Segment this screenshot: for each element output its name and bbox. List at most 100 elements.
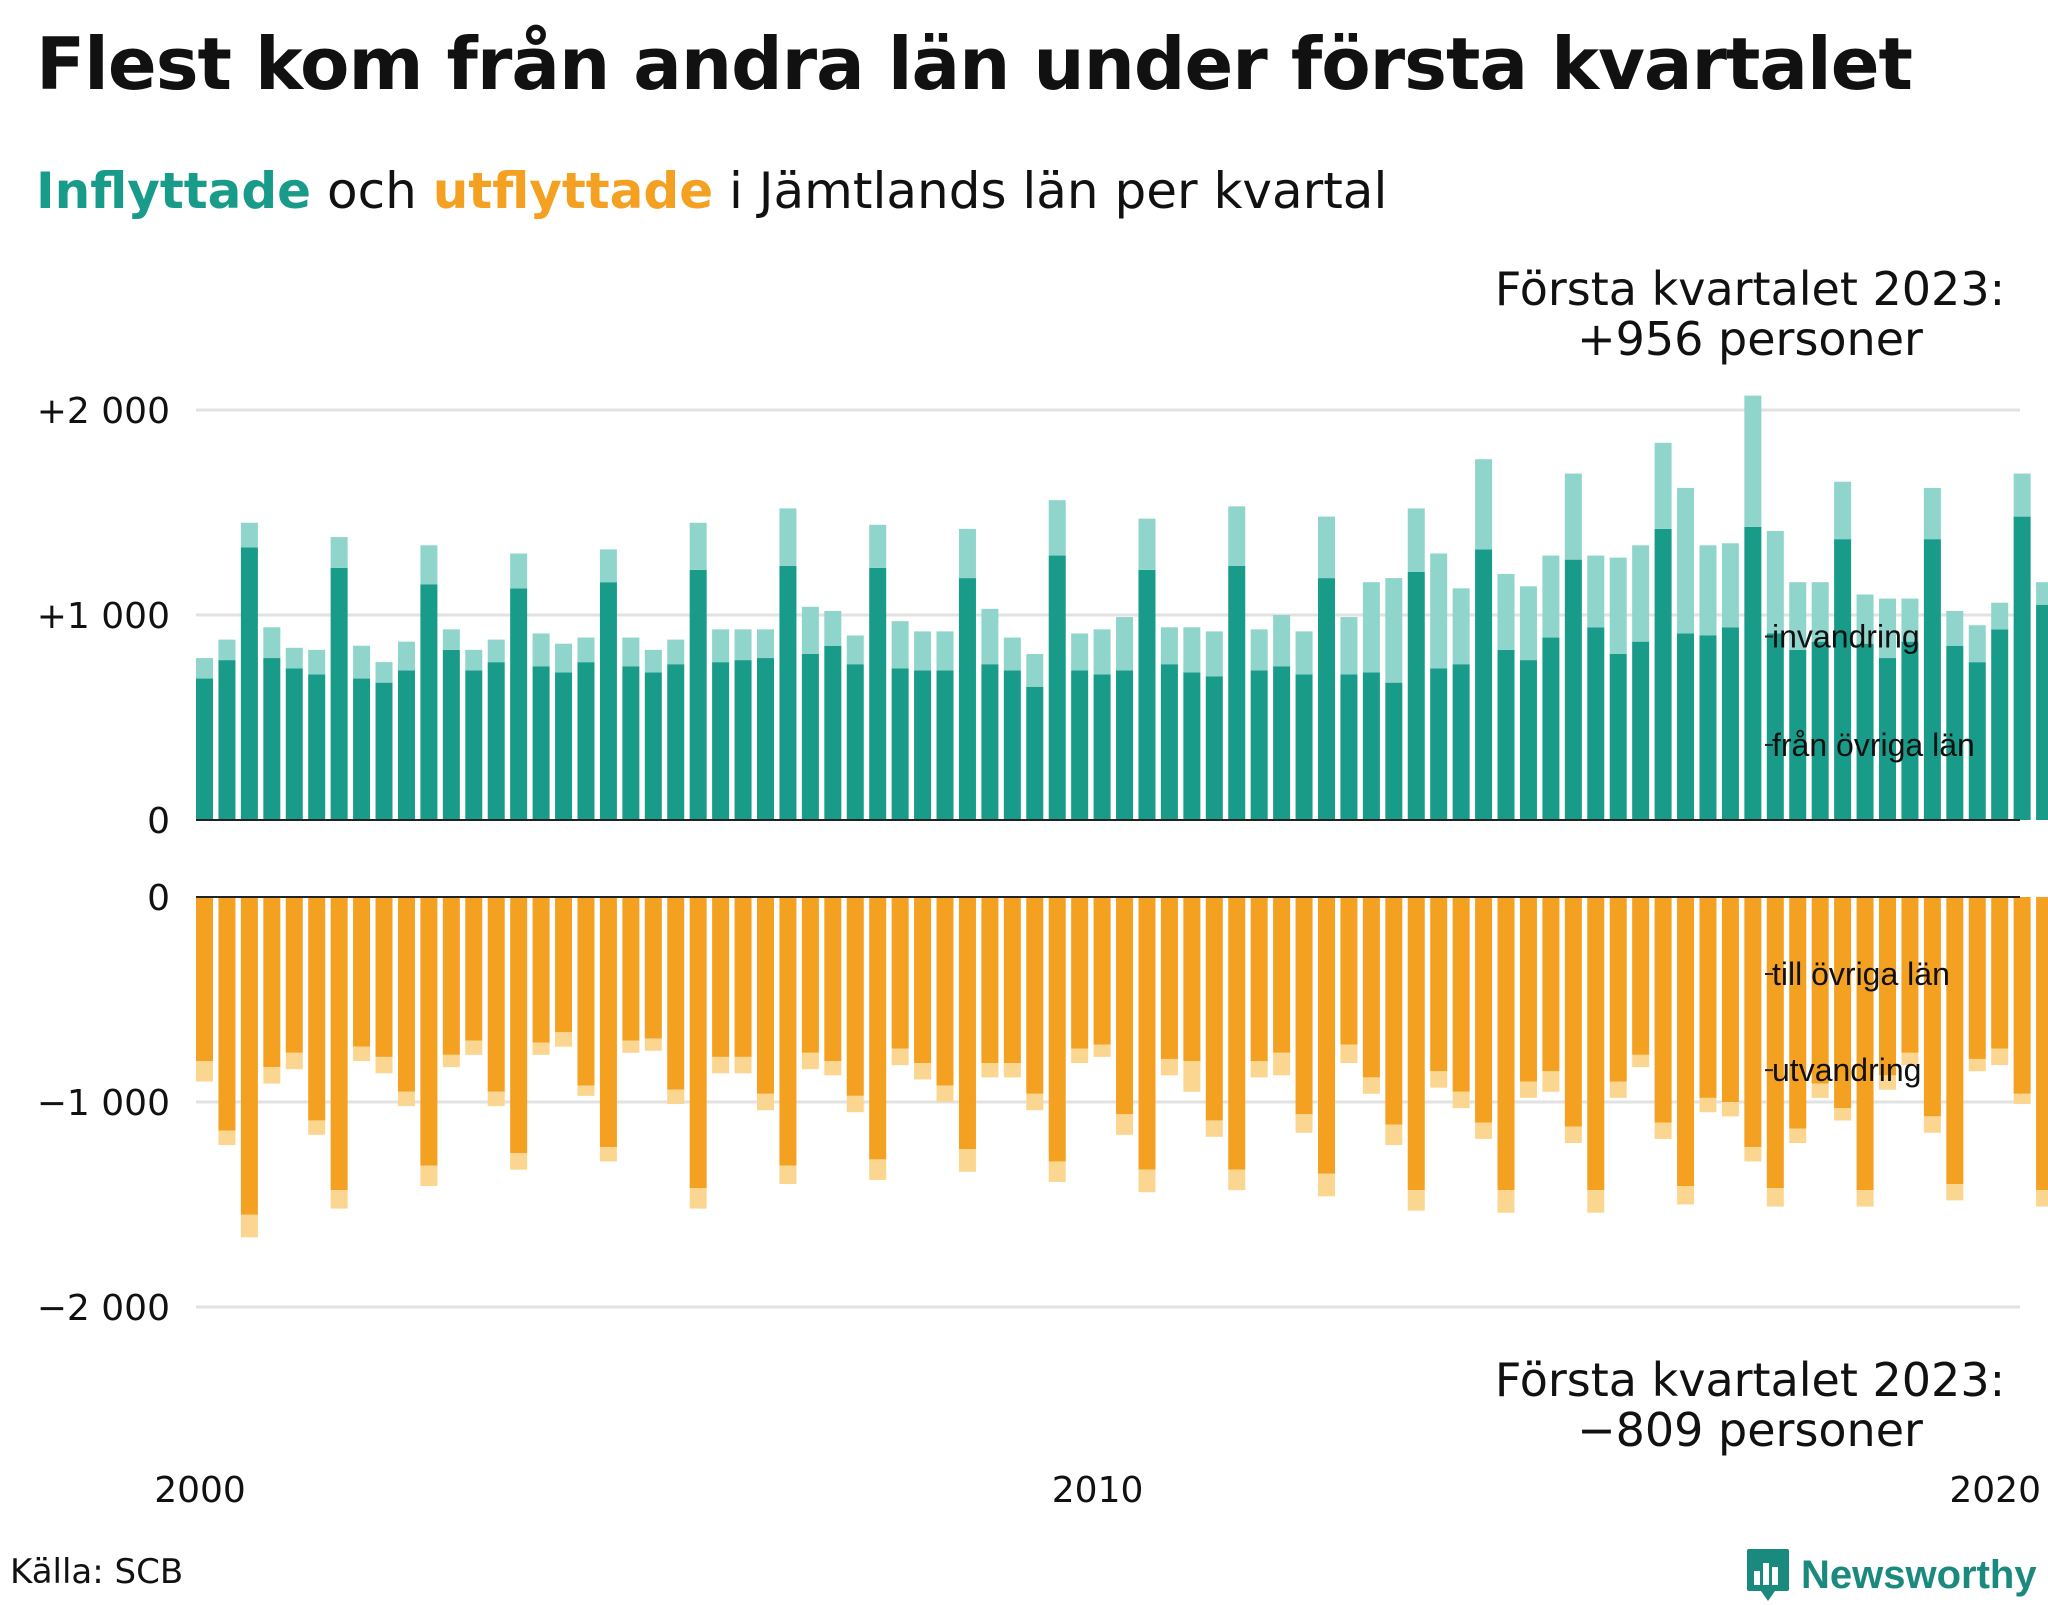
bar-invandring	[1744, 395, 1762, 527]
bar-invandring	[1699, 545, 1717, 636]
bar-invandring	[644, 649, 662, 673]
bar-till-ovriga-lan	[420, 897, 438, 1166]
bar-till-ovriga-lan	[846, 897, 864, 1096]
bar-invandring	[353, 645, 371, 679]
bar-utvandring	[353, 1046, 371, 1061]
bar-fran-ovriga-lan	[218, 660, 236, 820]
bar-utvandring	[1475, 1122, 1493, 1139]
bar-till-ovriga-lan	[577, 897, 595, 1086]
bar-fran-ovriga-lan	[397, 670, 415, 820]
bar-utvandring	[1766, 1188, 1784, 1207]
bar-till-ovriga-lan	[779, 897, 797, 1166]
bar-fran-ovriga-lan	[801, 653, 819, 820]
bar-till-ovriga-lan	[2036, 897, 2048, 1191]
brand-name: Newsworthy	[1801, 1552, 2037, 1597]
bar-invandring	[757, 629, 774, 659]
series-label-till-ovriga-lan: till övriga län	[1772, 956, 1950, 992]
bar-utvandring	[622, 1040, 640, 1053]
top-y-tick-label: +1 000	[37, 596, 170, 637]
bar-invandring	[1519, 586, 1537, 661]
bar-till-ovriga-lan	[1340, 897, 1358, 1045]
bar-invandring	[936, 631, 954, 671]
bar-till-ovriga-lan	[869, 897, 887, 1160]
bar-utvandring	[958, 1149, 976, 1172]
bar-fran-ovriga-lan	[1744, 526, 1762, 820]
annotation-bottom-line1: Första kvartalet 2023:	[1495, 1353, 2005, 1407]
bar-fran-ovriga-lan	[1901, 641, 1919, 820]
bar-invandring	[465, 649, 483, 671]
bar-till-ovriga-lan	[1519, 897, 1537, 1082]
bar-utvandring	[2036, 1190, 2048, 1207]
bar-invandring	[240, 522, 258, 548]
bar-fran-ovriga-lan	[330, 567, 348, 820]
subtitle-connector: och	[327, 162, 417, 220]
bar-invandring	[1228, 506, 1246, 566]
bar-fran-ovriga-lan	[1340, 674, 1358, 820]
bar-invandring	[1923, 487, 1941, 540]
bar-fran-ovriga-lan	[285, 668, 303, 820]
bar-fran-ovriga-lan	[1205, 676, 1223, 820]
bar-fran-ovriga-lan	[240, 547, 258, 820]
bar-fran-ovriga-lan	[712, 662, 730, 820]
bar-till-ovriga-lan	[196, 897, 213, 1061]
bar-fran-ovriga-lan	[308, 674, 326, 820]
bar-till-ovriga-lan	[1699, 897, 1717, 1098]
bar-fran-ovriga-lan	[1160, 664, 1178, 820]
bar-invandring	[1250, 629, 1268, 671]
bar-invandring	[846, 635, 864, 665]
bar-fran-ovriga-lan	[1946, 645, 1964, 820]
bar-till-ovriga-lan	[1654, 897, 1672, 1123]
bar-invandring	[1677, 487, 1695, 634]
bar-till-ovriga-lan	[1273, 897, 1291, 1053]
bar-utvandring	[1497, 1190, 1515, 1213]
bar-utvandring	[555, 1032, 573, 1047]
chart-title: Flest kom från andra län under första kv…	[36, 22, 1913, 106]
bar-till-ovriga-lan	[308, 897, 326, 1121]
bar-utvandring	[936, 1085, 954, 1102]
bar-till-ovriga-lan	[891, 897, 909, 1049]
bar-till-ovriga-lan	[1901, 897, 1919, 1053]
bar-fran-ovriga-lan	[1654, 528, 1672, 820]
bar-fran-ovriga-lan	[420, 584, 438, 820]
bar-till-ovriga-lan	[1609, 897, 1627, 1082]
bar-fran-ovriga-lan	[1677, 633, 1695, 820]
chart-subtitle: Inflyttade och utflyttade i Jämtlands lä…	[36, 162, 1387, 220]
bar-fran-ovriga-lan	[1407, 571, 1425, 820]
bar-till-ovriga-lan	[1430, 897, 1448, 1072]
bar-till-ovriga-lan	[981, 897, 999, 1064]
bar-invandring	[1632, 545, 1650, 642]
bar-fran-ovriga-lan	[622, 666, 640, 820]
axes	[196, 635, 2020, 1072]
bar-fran-ovriga-lan	[1273, 666, 1291, 820]
bar-fran-ovriga-lan	[958, 578, 976, 820]
bar-invandring	[1946, 610, 1964, 646]
bar-till-ovriga-lan	[1834, 897, 1852, 1109]
bar-fran-ovriga-lan	[1116, 670, 1134, 820]
bar-fran-ovriga-lan	[667, 664, 685, 820]
bar-fran-ovriga-lan	[1048, 555, 1066, 820]
bar-utvandring	[1834, 1108, 1852, 1121]
bar-till-ovriga-lan	[1250, 897, 1268, 1061]
bar-invandring	[263, 627, 281, 659]
annotation-top-line1: Första kvartalet 2023:	[1495, 262, 2005, 316]
bar-fran-ovriga-lan	[869, 567, 887, 820]
bar-utvandring	[1901, 1052, 1919, 1066]
top-y-tick-label: +2 000	[37, 391, 170, 432]
bar-utvandring	[801, 1052, 819, 1070]
annotation-top-line2: +956 personer	[1577, 312, 1923, 366]
bar-till-ovriga-lan	[712, 897, 730, 1057]
bar-utvandring	[1968, 1058, 1986, 1072]
bar-invandring	[1856, 594, 1874, 644]
bar-fran-ovriga-lan	[1766, 633, 1784, 820]
bar-utvandring	[1003, 1063, 1021, 1078]
bar-utvandring	[308, 1120, 326, 1135]
bar-utvandring	[397, 1091, 415, 1107]
bar-utvandring	[779, 1165, 797, 1184]
bar-fran-ovriga-lan	[196, 678, 213, 820]
bar-till-ovriga-lan	[1968, 897, 1986, 1059]
bar-utvandring	[196, 1061, 213, 1082]
bar-till-ovriga-lan	[1744, 897, 1762, 1148]
bar-till-ovriga-lan	[240, 897, 258, 1215]
bar-invandring	[1093, 629, 1111, 675]
bar-till-ovriga-lan	[824, 897, 842, 1061]
